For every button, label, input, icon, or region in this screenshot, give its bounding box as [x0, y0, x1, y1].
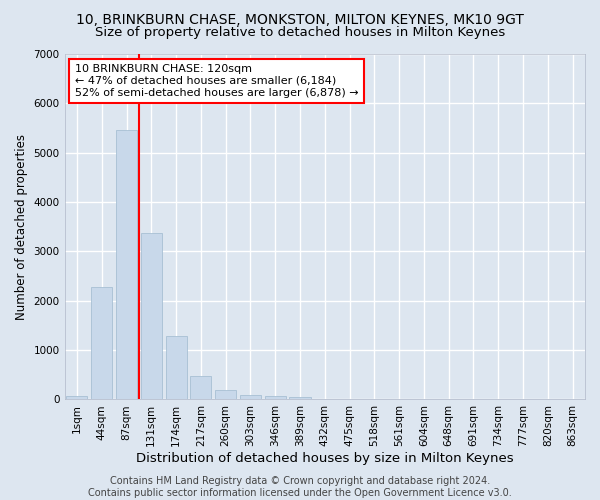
Bar: [166, 336, 187, 400]
Bar: [141, 232, 162, 400]
Bar: [215, 390, 236, 400]
Text: 10 BRINKBURN CHASE: 120sqm
← 47% of detached houses are smaller (6,184)
52% of s: 10 BRINKBURN CHASE: 120sqm ← 47% of deta…: [75, 64, 359, 98]
Bar: [190, 376, 211, 400]
Text: Size of property relative to detached houses in Milton Keynes: Size of property relative to detached ho…: [95, 26, 505, 39]
Bar: [265, 396, 286, 400]
Text: 10, BRINKBURN CHASE, MONKSTON, MILTON KEYNES, MK10 9GT: 10, BRINKBURN CHASE, MONKSTON, MILTON KE…: [76, 12, 524, 26]
Bar: [289, 397, 311, 400]
Bar: [240, 394, 261, 400]
Bar: [91, 288, 112, 400]
X-axis label: Distribution of detached houses by size in Milton Keynes: Distribution of detached houses by size …: [136, 452, 514, 465]
Bar: [116, 130, 137, 400]
Y-axis label: Number of detached properties: Number of detached properties: [15, 134, 28, 320]
Text: Contains HM Land Registry data © Crown copyright and database right 2024.
Contai: Contains HM Land Registry data © Crown c…: [88, 476, 512, 498]
Bar: [67, 396, 88, 400]
